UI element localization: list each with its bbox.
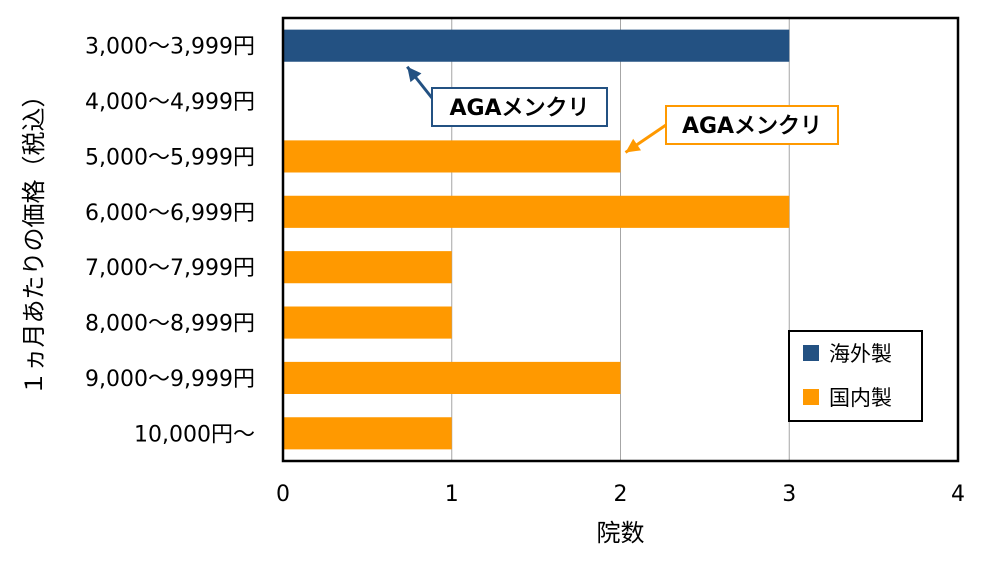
x-tick-labels: 0 1 2 3 4 bbox=[276, 482, 965, 507]
y-tick-label: 7,000～7,999円 bbox=[85, 256, 255, 281]
bar-domestic-5 bbox=[283, 306, 452, 339]
legend-label-overseas: 海外製 bbox=[829, 342, 892, 366]
y-tick-label: 8,000～8,999円 bbox=[85, 312, 255, 337]
callout-arrowhead-domestic bbox=[625, 138, 642, 153]
bar-domestic-7 bbox=[283, 417, 452, 450]
x-tick-label: 2 bbox=[614, 482, 628, 507]
y-tick-label: 6,000～6,999円 bbox=[85, 201, 255, 226]
bar-overseas-0 bbox=[283, 29, 790, 62]
bars bbox=[283, 29, 790, 450]
x-tick-label: 1 bbox=[445, 482, 459, 507]
legend: 海外製 国内製 bbox=[788, 330, 923, 422]
legend-swatch-domestic bbox=[803, 389, 819, 405]
callouts: AGAメンクリ AGAメンクリ bbox=[406, 65, 839, 154]
callout-arrowhead-overseas bbox=[407, 66, 422, 83]
callout-box-overseas bbox=[431, 87, 608, 127]
y-tick-label: 9,000～9,999円 bbox=[85, 367, 255, 392]
bar-domestic-2 bbox=[283, 140, 621, 173]
callout-label-domestic: AGAメンクリ bbox=[682, 114, 822, 139]
y-tick-label: 5,000～5,999円 bbox=[85, 145, 255, 170]
callout-label-overseas: AGAメンクリ bbox=[449, 96, 589, 121]
x-tick-label: 0 bbox=[276, 482, 290, 507]
bar-domestic-3 bbox=[283, 195, 790, 228]
y-tick-label: 10,000円～ bbox=[134, 422, 255, 447]
legend-label-domestic: 国内製 bbox=[829, 386, 892, 410]
x-tick-label: 4 bbox=[951, 482, 965, 507]
x-tick-label: 3 bbox=[782, 482, 796, 507]
callout-box-domestic bbox=[665, 105, 839, 145]
bar-domestic-4 bbox=[283, 251, 452, 284]
y-tick-label: 3,000～3,999円 bbox=[85, 35, 255, 60]
y-tick-label: 4,000～4,999円 bbox=[85, 90, 255, 115]
y-axis-title: １ヵ月あたりの価格（税込） bbox=[20, 84, 48, 396]
gridlines bbox=[451, 18, 790, 461]
x-axis-title: 院数 bbox=[597, 519, 645, 547]
plot-area-frame bbox=[281, 16, 960, 463]
legend-swatch-overseas bbox=[803, 345, 819, 361]
bar-domestic-6 bbox=[283, 361, 621, 394]
y-tick-labels: 3,000～3,999円 4,000～4,999円 5,000～5,999円 6,00… bbox=[85, 35, 255, 448]
